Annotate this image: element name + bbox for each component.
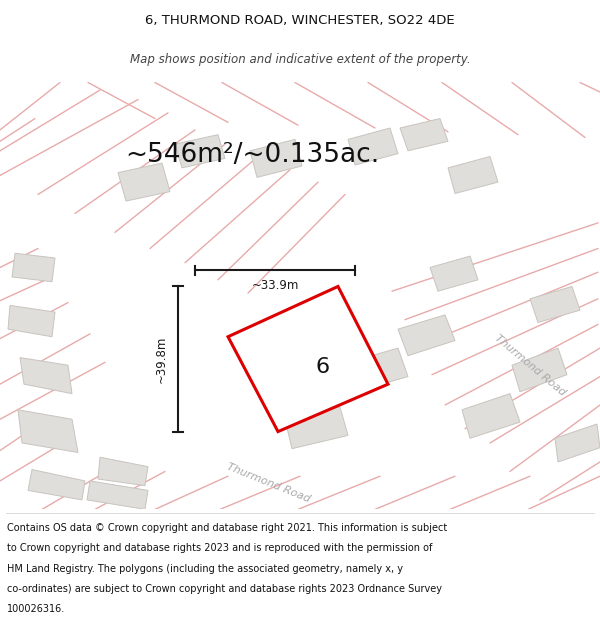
- Polygon shape: [228, 286, 388, 432]
- Polygon shape: [285, 407, 348, 449]
- Text: Thurmond Road: Thurmond Road: [225, 461, 311, 504]
- Polygon shape: [400, 119, 448, 151]
- Polygon shape: [250, 139, 302, 177]
- Polygon shape: [12, 253, 55, 282]
- Polygon shape: [430, 256, 478, 291]
- Text: co-ordinates) are subject to Crown copyright and database rights 2023 Ordnance S: co-ordinates) are subject to Crown copyr…: [7, 584, 442, 594]
- Polygon shape: [87, 481, 148, 509]
- Polygon shape: [175, 134, 225, 168]
- Polygon shape: [20, 357, 72, 394]
- Text: Map shows position and indicative extent of the property.: Map shows position and indicative extent…: [130, 53, 470, 66]
- Text: to Crown copyright and database rights 2023 and is reproduced with the permissio: to Crown copyright and database rights 2…: [7, 544, 433, 554]
- Polygon shape: [462, 394, 520, 438]
- Text: 6, THURMOND ROAD, WINCHESTER, SO22 4DE: 6, THURMOND ROAD, WINCHESTER, SO22 4DE: [145, 14, 455, 27]
- Polygon shape: [448, 156, 498, 194]
- Text: HM Land Registry. The polygons (including the associated geometry, namely x, y: HM Land Registry. The polygons (includin…: [7, 564, 403, 574]
- Polygon shape: [8, 306, 55, 337]
- Text: Thurmond Road: Thurmond Road: [493, 332, 568, 398]
- Polygon shape: [555, 424, 600, 462]
- Polygon shape: [118, 163, 170, 201]
- Polygon shape: [98, 458, 148, 486]
- Text: ~39.8m: ~39.8m: [155, 336, 168, 382]
- Polygon shape: [28, 469, 85, 500]
- Text: Contains OS data © Crown copyright and database right 2021. This information is : Contains OS data © Crown copyright and d…: [7, 523, 448, 533]
- Polygon shape: [348, 348, 408, 391]
- Polygon shape: [348, 128, 398, 165]
- Text: 6: 6: [316, 357, 330, 377]
- Polygon shape: [398, 315, 455, 356]
- Text: ~546m²/~0.135ac.: ~546m²/~0.135ac.: [125, 142, 379, 168]
- Text: 100026316.: 100026316.: [7, 604, 65, 614]
- Polygon shape: [512, 348, 567, 392]
- Polygon shape: [530, 286, 580, 322]
- Polygon shape: [18, 410, 78, 452]
- Text: ~33.9m: ~33.9m: [251, 279, 299, 292]
